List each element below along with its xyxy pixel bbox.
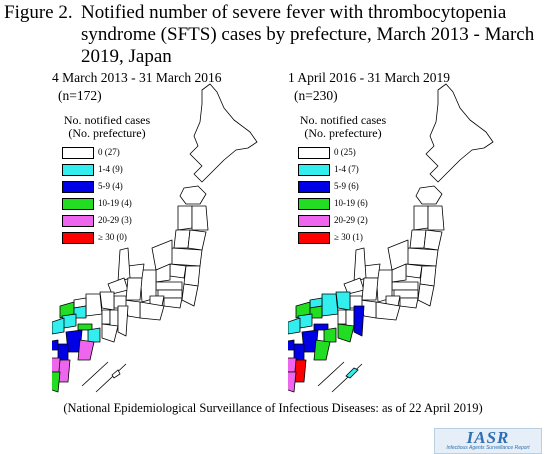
legend-swatch: [298, 198, 330, 210]
map-panel-2016-2019: 1 April 2016 - 31 March 2019 (n=230) No.…: [288, 70, 546, 400]
legend-title: No. notified cases (No. prefecture): [299, 113, 387, 140]
region-aomori: [179, 185, 207, 205]
region-miyagi: [423, 229, 443, 251]
legend-label: ≥ 30 (1): [334, 232, 363, 242]
legend-swatch: [298, 232, 330, 244]
logo-text: IASR: [466, 428, 510, 447]
region-nara: [345, 309, 355, 327]
region-fukushima: [405, 247, 439, 267]
region-kagawa: [313, 323, 329, 331]
region-fukuoka: [288, 339, 295, 351]
region-fukuoka: [52, 339, 59, 351]
region-gifu: [361, 277, 379, 301]
region-aomori: [415, 185, 443, 205]
region-yamagata: [173, 229, 191, 249]
case-count: (n=230): [294, 88, 338, 103]
source-note: (National Epidemiological Surveillance o…: [63, 401, 483, 415]
period-label: 4 March 2013 - 31 March 2016: [52, 70, 222, 85]
japan-map-2016-2019: [288, 83, 494, 393]
figure-title-text: Notified number of severe fever with thr…: [81, 2, 535, 67]
region-wakayama: [337, 323, 355, 343]
region-hokkaido: [425, 83, 494, 183]
legend-swatch: [62, 232, 94, 244]
region-hyogo: [85, 293, 103, 317]
region-mie: [117, 305, 129, 337]
region-toyama: [127, 263, 145, 279]
legend-label: 0 (25): [334, 147, 356, 157]
legend-label: 5-9 (6): [334, 181, 359, 191]
legend-label: 1-4 (7): [334, 164, 359, 174]
region-saitama: [391, 281, 419, 291]
region-iwate: [427, 205, 445, 231]
case-count: (n=172): [58, 88, 102, 103]
region-osaka: [337, 309, 347, 325]
legend-swatch: [62, 147, 94, 159]
region-fukushima: [169, 247, 203, 267]
region-ishikawa: [117, 247, 131, 283]
legend-swatch: [298, 215, 330, 227]
region-kyoto: [335, 291, 351, 311]
region-saitama: [155, 281, 183, 291]
legend-swatch: [62, 181, 94, 193]
region-mie: [353, 305, 365, 337]
legend-title: No. notified cases (No. prefecture): [63, 113, 151, 140]
legend-label: 20-29 (3): [98, 215, 132, 225]
okinawa-inset: [317, 361, 363, 393]
region-yamaguchi: [288, 317, 301, 335]
region-kanagawa: [163, 297, 183, 309]
region-nara: [109, 309, 119, 327]
legend-label: 5-9 (4): [98, 181, 123, 191]
region-hyogo: [321, 293, 339, 317]
region-hokkaido: [189, 83, 258, 183]
region-tokushima: [323, 327, 337, 343]
region-kochi: [313, 339, 331, 361]
region-miyazaki: [57, 359, 71, 383]
region-kagawa: [77, 323, 93, 331]
region-kochi: [77, 339, 95, 361]
region-toyama: [363, 263, 381, 279]
legend-swatch: [62, 215, 94, 227]
logo-subtext: Infectious Agents Surveillance Report: [446, 445, 530, 451]
period-label: 1 April 2016 - 31 March 2019: [288, 70, 450, 85]
region-tochigi: [169, 263, 187, 279]
region-akita: [413, 205, 429, 231]
region-miyagi: [187, 229, 207, 251]
region-chiba: [181, 283, 199, 307]
region-kagoshima: [288, 371, 297, 393]
region-iwate: [191, 205, 209, 231]
region-ibaraki: [419, 265, 437, 287]
legend-label: 20-29 (2): [334, 215, 368, 225]
figure-label: Figure 2.: [4, 2, 73, 23]
region-ishikawa: [353, 247, 367, 283]
region-yamaguchi: [52, 317, 65, 335]
legend-swatch: [62, 164, 94, 176]
okinawa-inset: [81, 361, 127, 393]
region-chiba: [417, 283, 435, 307]
legend-swatch: [298, 164, 330, 176]
region-gifu: [125, 277, 143, 301]
legend-label: 1-4 (9): [98, 164, 123, 174]
japan-map-2013-2016: [52, 83, 258, 393]
region-kanagawa: [399, 297, 419, 309]
region-ibaraki: [183, 265, 201, 287]
region-kyoto: [99, 291, 115, 311]
legend-label: 10-19 (4): [98, 198, 132, 208]
legend-label: 10-19 (6): [334, 198, 368, 208]
region-akita: [177, 205, 193, 231]
region-miyazaki: [293, 359, 307, 383]
legend-swatch: [62, 198, 94, 210]
region-tokushima: [87, 327, 101, 343]
map-panel-2013-2016: 4 March 2013 - 31 March 2016 (n=172) No.…: [52, 70, 312, 400]
region-tochigi: [405, 263, 423, 279]
region-kagoshima: [52, 371, 61, 393]
legend-swatch: [298, 181, 330, 193]
region-wakayama: [101, 323, 119, 343]
region-osaka: [101, 309, 111, 325]
legend-swatch: [298, 147, 330, 159]
iasr-logo: IASR Infectious Agents Surveillance Repo…: [434, 428, 542, 454]
legend-label: 0 (27): [98, 147, 120, 157]
region-yamagata: [409, 229, 427, 249]
legend-label: ≥ 30 (0): [98, 232, 127, 242]
